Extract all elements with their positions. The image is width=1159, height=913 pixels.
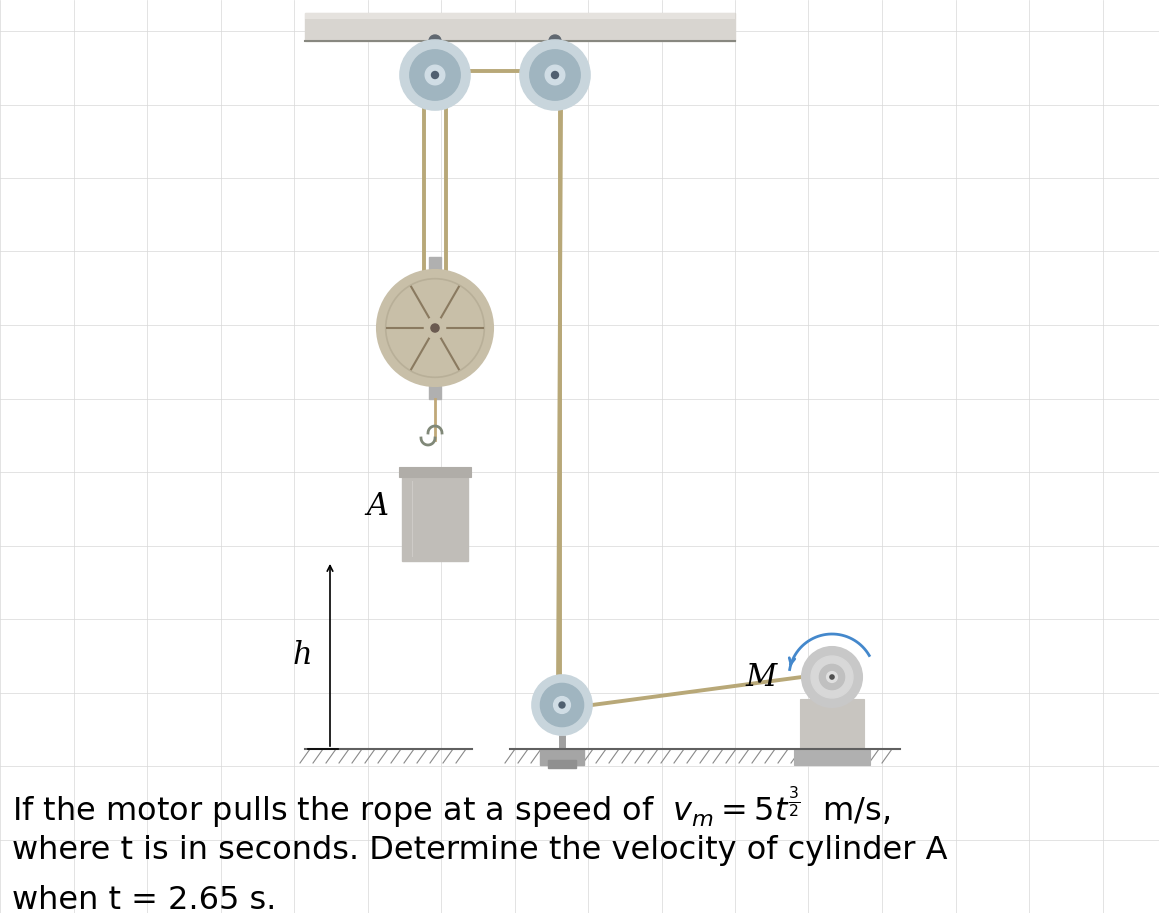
Circle shape <box>830 675 834 679</box>
Circle shape <box>552 71 559 79</box>
Circle shape <box>410 50 460 100</box>
Text: when t = 2.65 s.: when t = 2.65 s. <box>12 885 276 913</box>
Bar <box>429 381 442 399</box>
Circle shape <box>429 35 442 47</box>
Bar <box>402 473 468 561</box>
Circle shape <box>424 318 445 339</box>
Bar <box>305 13 735 41</box>
Circle shape <box>554 697 570 713</box>
Circle shape <box>431 324 439 332</box>
Text: M: M <box>745 662 777 692</box>
Bar <box>794 749 870 765</box>
Circle shape <box>532 675 592 735</box>
Bar <box>800 699 863 749</box>
Circle shape <box>545 65 564 85</box>
Circle shape <box>549 35 561 47</box>
Circle shape <box>802 647 862 707</box>
Text: If the motor pulls the rope at a speed of  $\mathit{v}_m = 5t^{\frac{3}{2}}$  m/: If the motor pulls the rope at a speed o… <box>12 785 890 832</box>
Text: A: A <box>366 491 388 522</box>
Bar <box>399 467 471 477</box>
Bar <box>548 760 576 768</box>
Circle shape <box>520 40 590 110</box>
Circle shape <box>530 50 581 100</box>
Circle shape <box>540 684 584 727</box>
Text: h: h <box>292 639 312 670</box>
Circle shape <box>559 702 564 708</box>
Bar <box>305 13 735 19</box>
Circle shape <box>811 656 853 698</box>
Circle shape <box>377 270 493 386</box>
Circle shape <box>431 71 438 79</box>
Bar <box>429 257 442 275</box>
Text: where t is in seconds. Determine the velocity of cylinder A: where t is in seconds. Determine the vel… <box>12 835 948 866</box>
Circle shape <box>826 672 838 682</box>
Bar <box>540 749 584 765</box>
Circle shape <box>819 665 845 689</box>
Circle shape <box>400 40 471 110</box>
Circle shape <box>425 65 445 85</box>
